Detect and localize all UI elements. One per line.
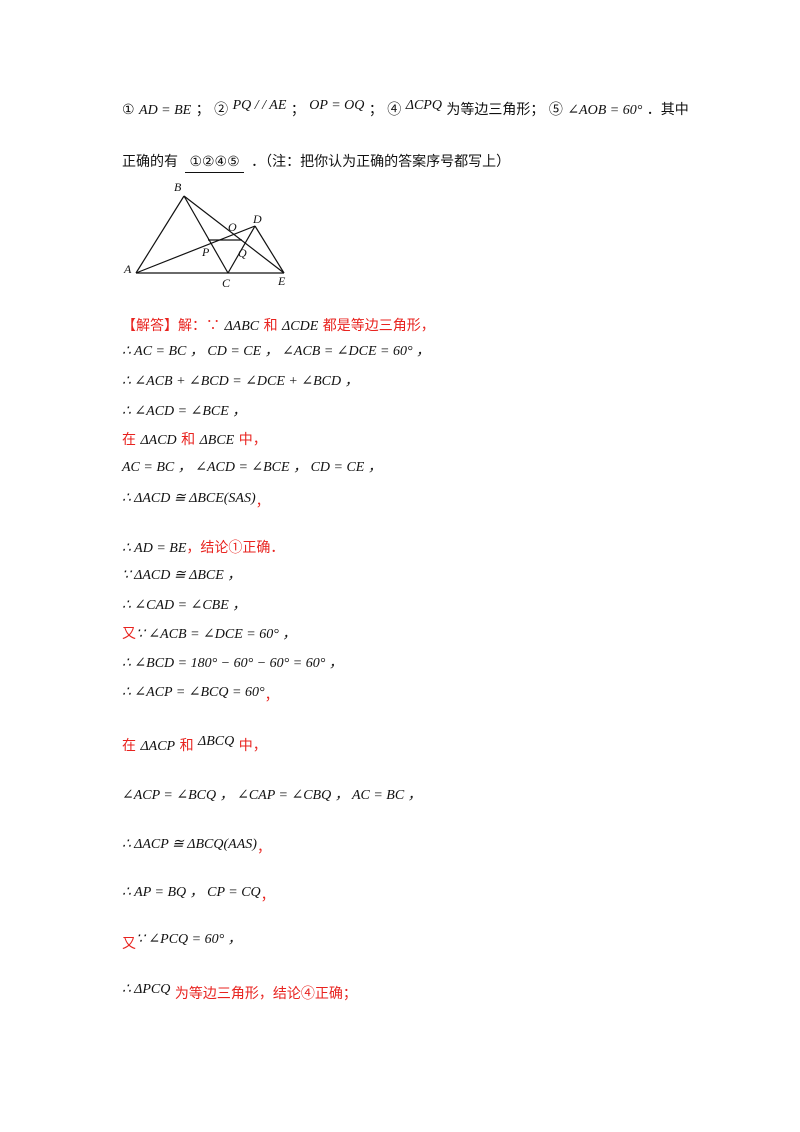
math: ΔCDE [282,319,319,334]
text: 在 [122,738,141,754]
text: ， [260,888,275,904]
statement-4: ΔCPQ [405,98,442,113]
math: ∴ ∠ACP = ∠BCQ = 60° [122,685,265,700]
statement-tail: ．其中 [646,102,689,118]
label-c: C [222,276,231,290]
math: ΔABC [224,319,260,334]
text: 和 [176,432,200,448]
solution-line-18: 又∵ ∠PCQ = 60° ， [122,932,242,955]
math: ∴ ΔACD ≅ ΔBCE(SAS) [122,491,256,506]
math: ∴ AP = BQ ， CP = CQ [122,885,261,900]
text: 在 [122,432,141,448]
solution-line-13: ∴ ∠ACP = ∠BCQ = 60°， [122,682,279,704]
solution-line-7: ∴ ΔACD ≅ ΔBCE(SAS)， [122,488,270,510]
solution-line-5: 在 ΔACD 和 ΔBCE 中， [122,430,267,451]
solution-line-3: ∴ ∠ACB + ∠BCD = ∠DCE + ∠BCD ， [122,374,359,389]
math: ΔACP [140,739,176,754]
statement-5: ∠AOB = 60° [567,103,643,118]
label-d: D [253,212,262,226]
solution-line-17: ∴ AP = BQ ， CP = CQ， [122,882,275,904]
statement-list: ① AD = BE ； ② PQ / / AE ； OP = OQ ③ ； ④ … [122,98,689,121]
line-be [183,195,285,274]
solution-line-4: ∴ ∠ACD = ∠BCE ， [122,404,247,419]
text: 都是等边三角形， [318,318,435,334]
text: 解：∵ [178,318,220,334]
text: ，结论①正确． [186,540,285,556]
answer-line: 正确的有 ①②④⑤ ．（注：把你认为正确的答案序号都写上） [122,152,510,173]
text: 和 [175,738,199,754]
text: 和 [259,318,283,334]
figure-svg [135,195,285,274]
text: ， [255,494,270,510]
math: ΔACD [140,433,177,448]
math: ∵ ∠PCQ = 60° ， [136,932,242,947]
solution-line-6: AC = BC ， ∠ACD = ∠BCE ， CD = CE ， [122,460,382,475]
text: 中， [234,432,267,448]
label-q: Q [238,246,247,260]
separator: ； [290,102,305,118]
solution-line-15: ∠ACP = ∠BCQ ， ∠CAP = ∠CBQ ， AC = BC ， [122,788,422,803]
line-de [254,225,285,274]
statement-2: PQ / / AE [232,98,287,113]
solution-line-8: ∴ AD = BE，结论①正确． [122,538,284,559]
math: ∴ ΔPCQ [122,982,171,997]
solution-line-10: ∴ ∠CAD = ∠CBE ， [122,598,247,613]
solution-line-9: ∵ ΔACD ≅ ΔBCE ， [122,568,242,583]
math: ∴ ΔACP ≅ ΔBCQ(AAS) [122,837,257,852]
label-e: E [278,274,286,288]
solution-line-1: 【解答】解：∵ ΔABC 和 ΔCDE 都是等边三角形， [122,316,435,337]
solution-line-11: 又∵ ∠ACB = ∠DCE = 60° ， [122,624,296,645]
solution-line-16: ∴ ΔACP ≅ ΔBCQ(AAS)， [122,834,271,856]
label-o: O [228,220,237,234]
text: 又 [122,626,136,642]
label-p: P [202,245,210,259]
text: 为等边三角形，结论④正确； [170,986,357,1002]
math: ΔBCQ [198,734,235,749]
line-ad [135,225,256,274]
text: ， [264,688,279,704]
math: ∴ AD = BE [122,541,187,556]
text: 又 [122,936,136,952]
separator: ； [368,102,383,118]
s4-num: ④ [387,102,402,118]
label-a: A [124,262,132,276]
separator: ； [195,102,210,118]
line-bc [183,195,229,274]
math: ΔBCE [199,433,235,448]
solution-line-12: ∴ ∠BCD = 180° − 60° − 60° = 60° ， [122,656,343,671]
math: ∵ ∠ACB = ∠DCE = 60° ， [136,627,297,642]
line-ab [135,195,185,274]
geometry-figure: A B C D E O P Q [122,178,292,296]
line-cd [227,225,256,274]
solution-line-14: 在 ΔACP 和 ΔBCQ 中， [122,734,267,757]
s1-num: ① [122,102,135,118]
solution-line-2: ∴ AC = BC ， CD = CE ， ∠ACB = ∠DCE = 60° … [122,344,431,359]
label-b: B [174,180,182,194]
statement-4-tail: 为等边三角形； [446,102,545,118]
s5-num: ⑤ [548,102,563,118]
text: ， [256,840,271,856]
statement-1: AD = BE [139,103,192,118]
solution-line-19: ∴ ΔPCQ 为等边三角形，结论④正确； [122,982,357,1005]
answer-blank: ①②④⑤ [185,152,244,173]
s2-num: ② [214,102,229,118]
statement-3: OP = OQ [309,98,365,113]
answer-prefix: 正确的有 [122,154,178,170]
text: 中， [234,738,267,754]
solution-heading: 【解答】 [122,318,178,334]
answer-suffix: ．（注：把你认为正确的答案序号都写上） [251,154,511,170]
